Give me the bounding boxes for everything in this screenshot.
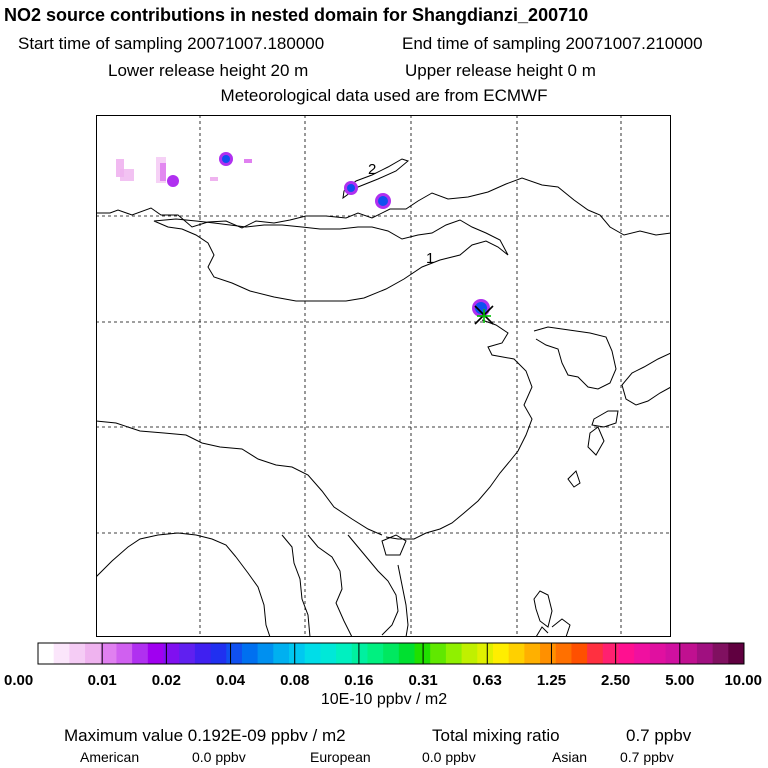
color-scale-tick-label: 0.63 — [473, 672, 502, 689]
color-scale: 0.00 0.01 0.02 0.04 0.08 0.16 0.31 0.63 1.25 2.50… — [4, 642, 762, 689]
lower-release-height-text: Lower release height 20 m — [108, 61, 309, 80]
color-scale-cell — [132, 643, 149, 664]
scale-unit-label: 10E-10 ppbv / m2 — [320, 691, 448, 708]
color-scale-tick-label: 5.00 — [665, 672, 694, 689]
color-scale-cell — [492, 643, 510, 664]
color-scale-tick-label: 1.25 — [537, 672, 566, 689]
x-cross-icon — [474, 305, 494, 325]
color-scale-cell — [367, 643, 384, 664]
color-scale-cell — [555, 643, 572, 664]
concentration-plumes — [116, 152, 490, 317]
start-time-text: Start time of sampling 20071007.180000 — [18, 34, 325, 53]
meteorological-data-text: Meteorological data used are from ECMWF — [220, 86, 548, 105]
color-scale-tick-label: 0.00 — [4, 672, 33, 689]
color-scale-tick-label: 0.02 — [152, 672, 181, 689]
color-scale-cell — [602, 643, 619, 664]
color-scale-cell — [712, 643, 729, 664]
end-time-text: End time of sampling 20071007.210000 — [402, 34, 703, 53]
color-scale-cell — [304, 643, 321, 664]
color-scale-cell — [524, 643, 541, 664]
color-scale-cell — [351, 643, 368, 664]
color-scale-cell — [69, 643, 86, 664]
maximum-value-text: Maximum value 0.192E-09 ppbv / m2 — [64, 726, 346, 745]
european-label: European — [310, 749, 371, 765]
color-scale-cell — [116, 643, 133, 664]
color-scale-cells — [38, 643, 745, 664]
color-scale-tick-label: 2.50 — [601, 672, 630, 689]
map-graticule — [96, 115, 671, 637]
color-scale-tick-label: 0.31 — [408, 672, 437, 689]
color-scale-cell — [179, 643, 196, 664]
color-scale-tick-label: 0.01 — [88, 672, 117, 689]
color-scale-cell — [38, 643, 55, 664]
color-scale-cell — [257, 643, 274, 664]
color-scale-cell — [634, 643, 651, 664]
color-scale-cell — [540, 643, 557, 664]
total-mixing-ratio-label: Total mixing ratio — [432, 726, 560, 745]
color-scale-cell — [681, 643, 698, 664]
color-scale-cell — [100, 643, 117, 664]
color-scale-cell — [226, 643, 243, 664]
color-scale-cell — [430, 643, 447, 664]
color-scale-cell — [289, 643, 306, 664]
color-scale-tick-label: 10.00 — [724, 672, 762, 689]
total-mixing-ratio-value: 0.7 ppbv — [626, 726, 692, 745]
color-scale-cell — [571, 643, 588, 664]
color-scale-cell — [163, 643, 180, 664]
map-region-labels: 1 2 — [368, 161, 434, 267]
color-scale-cell — [241, 643, 259, 664]
color-scale-tick-label: 0.16 — [344, 672, 373, 689]
color-scale-cell — [508, 643, 525, 664]
color-scale-cell — [696, 643, 714, 664]
asian-value: 0.7 ppbv — [620, 749, 674, 765]
color-scale-ticks: 0.00 0.01 0.02 0.04 0.08 0.16 0.31 0.63 1.25 2.50… — [4, 643, 762, 689]
european-value: 0.0 ppbv — [422, 749, 476, 765]
map-panel: 1 2 — [96, 115, 671, 637]
map-title: NO2 source contributions in nested domai… — [4, 5, 589, 25]
color-scale-cell — [273, 643, 290, 664]
color-scale-cell — [383, 643, 400, 664]
color-scale-cell — [477, 643, 494, 664]
color-scale-cell — [85, 643, 102, 664]
american-value: 0.0 ppbv — [192, 749, 246, 765]
color-scale-cell — [665, 643, 682, 664]
color-scale-cell — [445, 643, 463, 664]
color-scale-cell — [728, 643, 745, 664]
asian-label: Asian — [552, 749, 588, 765]
map-coastlines-borders — [96, 158, 671, 637]
color-scale-cell — [210, 643, 227, 664]
color-scale-cell — [194, 643, 212, 664]
upper-release-height-text: Upper release height 0 m — [405, 61, 596, 80]
color-scale-cell — [461, 643, 478, 664]
color-scale-cell — [398, 643, 416, 664]
color-scale-cell — [649, 643, 667, 664]
american-label: American — [80, 749, 140, 765]
color-scale-cell — [336, 643, 353, 664]
region-label-2: 2 — [368, 161, 376, 178]
color-scale-cell — [587, 643, 604, 664]
color-scale-cell — [320, 643, 337, 664]
color-scale-cell — [53, 643, 70, 664]
color-scale-tick-label: 0.04 — [216, 672, 246, 689]
color-scale-cell — [618, 643, 635, 664]
color-scale-tick-label: 0.08 — [280, 672, 309, 689]
region-label-1: 1 — [426, 250, 434, 267]
color-scale-cell — [147, 643, 165, 664]
